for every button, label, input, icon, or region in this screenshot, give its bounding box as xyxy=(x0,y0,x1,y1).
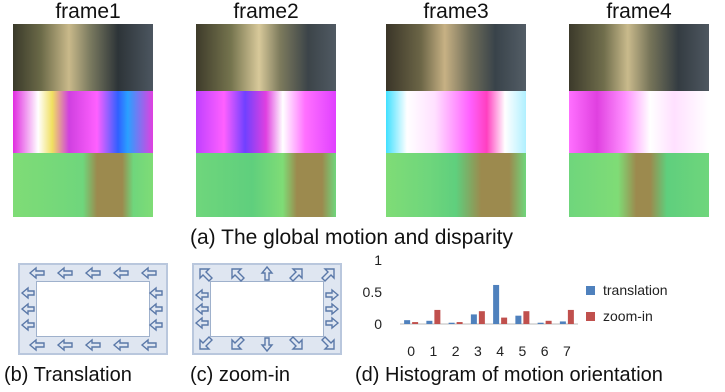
bar-zoom-in-2 xyxy=(456,322,463,324)
x-tick-label: 6 xyxy=(541,343,549,359)
frame4-video-image xyxy=(569,24,709,91)
zoom-in-pattern-inner xyxy=(210,281,324,337)
bar-translation-0 xyxy=(404,320,411,324)
legend-swatch-translation xyxy=(586,286,595,295)
legend-swatch-zoom-in xyxy=(586,312,595,321)
frame3-disparity-map xyxy=(386,153,526,217)
x-tick-label: 4 xyxy=(496,343,504,359)
bar-zoom-in-0 xyxy=(412,322,419,324)
legend-label-zoom-in: zoom-in xyxy=(603,308,653,324)
bar-zoom-in-6 xyxy=(545,320,552,324)
bar-translation-1 xyxy=(426,320,433,324)
bar-translation-4 xyxy=(493,284,500,324)
frame2-video-image xyxy=(196,24,336,91)
bar-zoom-in-5 xyxy=(523,311,530,324)
frame1-disparity-map xyxy=(13,153,153,217)
frame2-label: frame2 xyxy=(233,0,299,23)
frame3-label: frame3 xyxy=(423,0,489,23)
x-tick-label: 5 xyxy=(518,343,526,359)
bar-translation-6 xyxy=(537,322,544,324)
frame1-video-image xyxy=(13,24,153,91)
x-tick-label: 3 xyxy=(474,343,482,359)
caption-c: (c) zoom-in xyxy=(190,364,291,386)
bar-zoom-in-3 xyxy=(478,311,485,324)
x-tick-label: 7 xyxy=(563,343,571,359)
frame4-label: frame4 xyxy=(606,0,672,23)
bar-translation-5 xyxy=(515,315,522,324)
frame3-video-image xyxy=(386,24,526,91)
frame3-motion-map xyxy=(386,91,526,153)
x-tick-label: 0 xyxy=(407,343,415,359)
y-tick-label: 1 xyxy=(374,252,382,268)
bar-zoom-in-1 xyxy=(434,309,441,324)
zoom-in-arrows xyxy=(194,265,340,353)
caption-d: (d) Histogram of motion orientation xyxy=(355,364,663,386)
frame2-motion-map xyxy=(196,91,336,153)
translation-pattern-inner xyxy=(36,281,150,337)
y-tick-label: 0.5 xyxy=(363,284,383,300)
frame4-disparity-map xyxy=(569,153,709,217)
translation-pattern-diagram xyxy=(18,263,168,355)
caption-b: (b) Translation xyxy=(4,364,132,386)
frame1-motion-map xyxy=(13,91,153,153)
zoom-in-pattern-diagram xyxy=(192,263,342,355)
bar-zoom-in-4 xyxy=(501,317,508,324)
bar-translation-3 xyxy=(470,314,477,324)
bar-translation-2 xyxy=(448,322,455,324)
frame1-label: frame1 xyxy=(55,0,121,23)
frame4-motion-map xyxy=(569,91,709,153)
bar-translation-7 xyxy=(559,321,566,324)
frame2-disparity-map xyxy=(196,153,336,217)
translation-arrows xyxy=(20,266,163,352)
x-tick-label: 1 xyxy=(429,343,437,359)
x-tick-label: 2 xyxy=(452,343,460,359)
legend-label-translation: translation xyxy=(603,282,668,298)
y-tick-label: 0 xyxy=(374,316,382,332)
bar-zoom-in-7 xyxy=(567,309,574,324)
caption-a: (a) The global motion and disparity xyxy=(190,226,513,249)
